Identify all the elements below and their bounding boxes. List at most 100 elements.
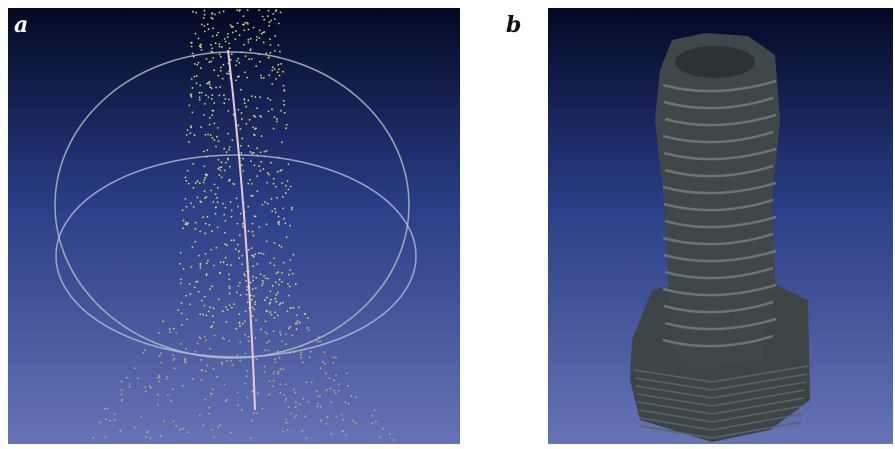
point (195, 228, 197, 230)
point (226, 360, 228, 362)
point (371, 415, 373, 417)
point (229, 287, 231, 289)
point (187, 222, 189, 224)
point (224, 243, 226, 245)
point (275, 294, 277, 296)
point (246, 286, 248, 288)
point (199, 97, 201, 99)
point (320, 420, 322, 422)
point (149, 385, 151, 387)
point (272, 373, 274, 375)
point (274, 35, 276, 37)
point (237, 392, 239, 394)
point (262, 16, 264, 18)
point (262, 168, 264, 170)
point (270, 52, 272, 54)
point (228, 149, 230, 151)
point (274, 371, 276, 373)
point (274, 68, 276, 70)
point (253, 134, 255, 136)
point (279, 357, 281, 359)
point (254, 116, 256, 118)
point (255, 337, 257, 339)
point (279, 75, 281, 77)
point (220, 56, 222, 58)
point (243, 15, 245, 17)
point (317, 403, 319, 405)
point (291, 209, 293, 211)
point (248, 29, 250, 31)
point (259, 96, 261, 98)
point (251, 195, 253, 197)
point (237, 244, 239, 246)
point (284, 89, 286, 91)
point (229, 304, 231, 306)
point (341, 414, 343, 416)
point (199, 200, 201, 202)
point (270, 290, 272, 292)
point (277, 271, 279, 273)
point (290, 307, 292, 309)
point (218, 298, 220, 300)
point (279, 51, 281, 53)
point (215, 206, 217, 208)
point (247, 370, 249, 372)
point (169, 328, 171, 330)
point (293, 389, 295, 391)
point (256, 263, 258, 265)
point (177, 309, 179, 311)
point (327, 416, 329, 418)
point (182, 428, 184, 430)
point (281, 246, 283, 248)
point (241, 409, 243, 411)
point (214, 184, 216, 186)
point (254, 303, 256, 305)
point (281, 281, 283, 283)
point (134, 367, 136, 369)
point (268, 74, 270, 76)
point (214, 335, 216, 337)
point (305, 437, 307, 439)
point (239, 341, 241, 343)
point (268, 394, 270, 396)
point (272, 66, 274, 68)
point (182, 209, 184, 211)
point (104, 408, 106, 410)
point (229, 166, 231, 168)
point (296, 314, 298, 316)
point (269, 21, 271, 23)
point (255, 287, 257, 289)
point (203, 179, 205, 181)
point (239, 234, 241, 236)
point (250, 48, 252, 50)
point (140, 416, 142, 418)
point (282, 302, 284, 304)
point (173, 328, 175, 330)
point (199, 92, 201, 94)
point (121, 399, 123, 401)
point (277, 292, 279, 294)
point (201, 369, 203, 371)
point (335, 374, 337, 376)
point (236, 9, 238, 11)
point (282, 368, 284, 370)
point (350, 395, 352, 397)
point (162, 321, 164, 323)
point (204, 190, 206, 192)
point (355, 397, 357, 399)
point (263, 275, 265, 277)
point (239, 282, 241, 284)
point (224, 98, 226, 100)
point (286, 124, 288, 126)
point (192, 378, 194, 380)
point (281, 169, 283, 171)
point (268, 10, 270, 12)
point (190, 293, 192, 295)
point (375, 421, 377, 423)
point (238, 285, 240, 287)
point (273, 183, 275, 185)
point (262, 280, 264, 282)
point (329, 377, 331, 379)
point (272, 285, 274, 287)
point (229, 293, 231, 295)
